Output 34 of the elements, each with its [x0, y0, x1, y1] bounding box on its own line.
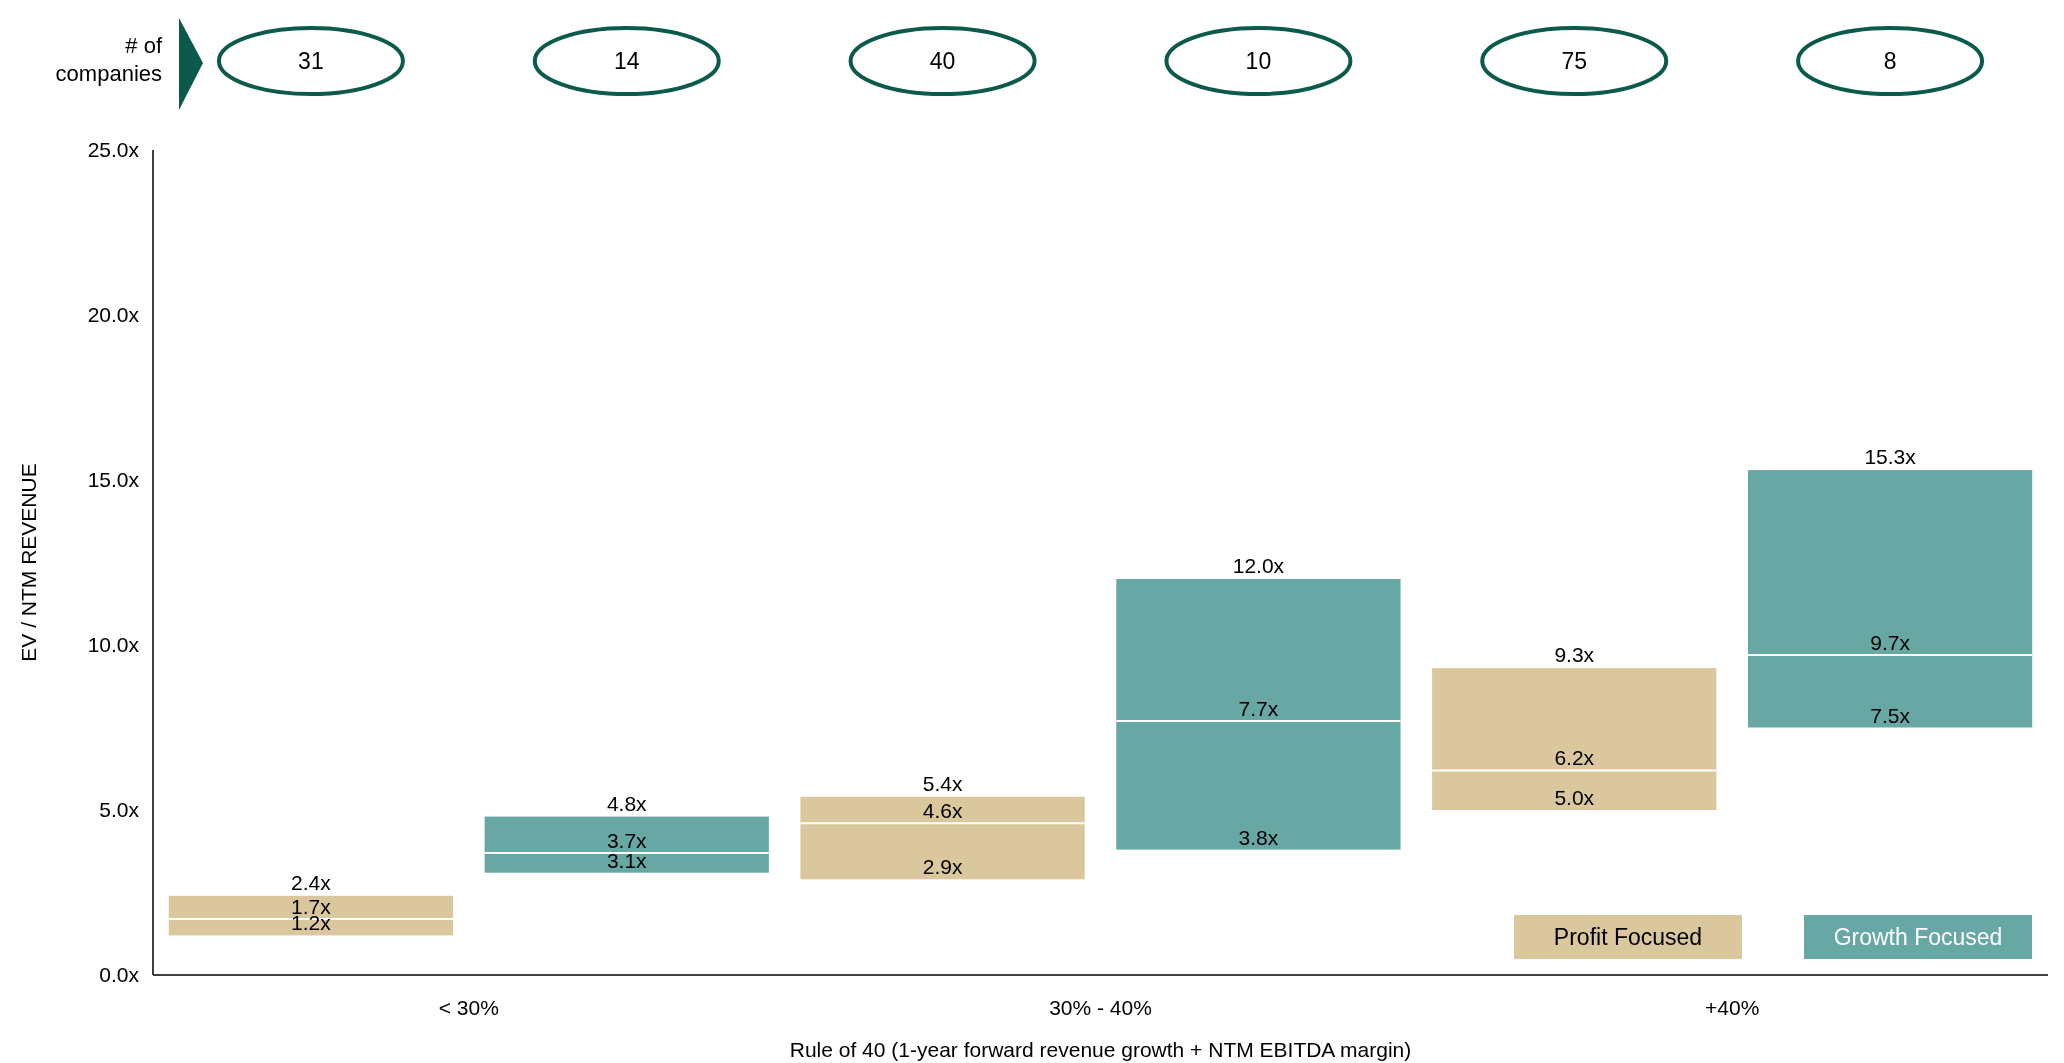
text: 9.3x — [1554, 643, 1595, 667]
y-tick-label: 5.0x — [99, 798, 140, 821]
text: 40 — [929, 48, 956, 74]
y-tick-label: 0.0x — [99, 963, 140, 986]
text: Growth Focused — [1833, 924, 2003, 950]
text: 10 — [1245, 48, 1272, 74]
text: 8 — [1883, 48, 1897, 74]
text: 7.7x — [1238, 696, 1279, 720]
text: 75 — [1561, 48, 1588, 74]
text: 3.8x — [1238, 825, 1279, 849]
text: 5.0x — [1554, 786, 1595, 809]
y-tick-label: 10.0x — [87, 633, 140, 656]
text: 9.7x — [1870, 630, 1910, 654]
y-tick-label: 15.0x — [87, 468, 140, 491]
text: 4.8x — [606, 791, 647, 815]
text: 4.6x — [922, 799, 963, 823]
y-tick-label: 20.0x — [87, 303, 140, 326]
x-tick-label: < 30% — [438, 996, 499, 1019]
text: 7.5x — [1870, 703, 1910, 727]
text: 6.2x — [1554, 746, 1595, 770]
text: Profit Focused — [1553, 924, 1703, 950]
x-tick-label: 30% - 40% — [1049, 996, 1152, 1019]
y-tick-label: 25.0x — [87, 138, 140, 161]
text: 2.4x — [291, 870, 331, 894]
x-axis-title: Rule of 40 (1-year forward revenue growth + NTM EBITDA margin) — [789, 1038, 1412, 1061]
text: 31 — [298, 48, 324, 74]
y-axis-title: EV / NTM REVENUE — [17, 463, 40, 662]
text: 2.9x — [922, 855, 963, 879]
text: 12.0x — [1232, 554, 1285, 577]
text: # of companies — [55, 33, 163, 86]
text: 5.4x — [922, 771, 963, 795]
text: 14 — [613, 48, 640, 74]
x-tick-label: +40% — [1705, 996, 1760, 1019]
text: 15.3x — [1864, 445, 1916, 469]
